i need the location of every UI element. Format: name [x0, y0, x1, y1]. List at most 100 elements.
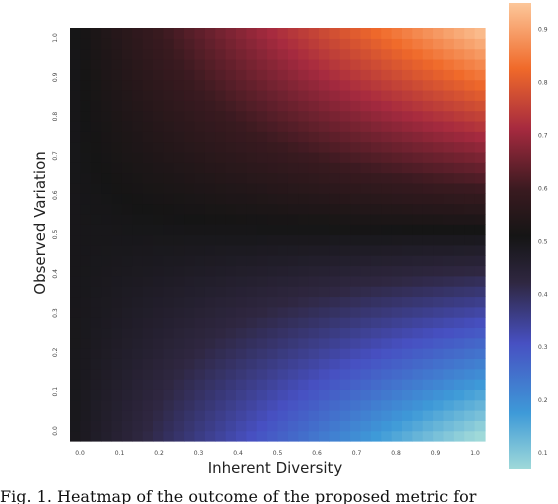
- heatmap-cell: [370, 182, 382, 194]
- heatmap-cell: [339, 368, 351, 380]
- heatmap-cell: [464, 317, 476, 329]
- heatmap-cell: [246, 79, 258, 91]
- heatmap-cell: [412, 244, 424, 256]
- heatmap-cell: [163, 120, 175, 132]
- heatmap-cell: [121, 69, 133, 81]
- heatmap-cell: [360, 368, 372, 380]
- heatmap-cell: [256, 141, 268, 153]
- heatmap-cell: [267, 348, 279, 359]
- heatmap-cell: [70, 234, 81, 246]
- heatmap-cell: [225, 255, 237, 267]
- heatmap-cell: [101, 172, 113, 184]
- heatmap-cell: [277, 182, 289, 194]
- heatmap-cell: [173, 389, 185, 401]
- heatmap-cell: [267, 162, 279, 174]
- heatmap-cell: [433, 79, 445, 91]
- heatmap-cell: [111, 182, 123, 194]
- heatmap-cell: [474, 234, 486, 246]
- heatmap-cell: [319, 275, 330, 287]
- heatmap-cell: [101, 410, 113, 421]
- heatmap-cell: [277, 89, 289, 101]
- heatmap-cell: [287, 410, 299, 421]
- heatmap-cell: [215, 317, 227, 329]
- heatmap-cell: [464, 120, 476, 132]
- heatmap-cell: [402, 203, 413, 215]
- heatmap-cell: [298, 38, 310, 50]
- heatmap-cell: [101, 368, 113, 380]
- heatmap-cell: [204, 213, 216, 225]
- heatmap-cell: [194, 275, 206, 287]
- heatmap-cell: [236, 275, 247, 287]
- heatmap-cell: [329, 389, 341, 401]
- heatmap-cell: [350, 306, 362, 318]
- heatmap-cell: [391, 224, 403, 236]
- heatmap-cell: [360, 224, 372, 236]
- heatmap-cell: [215, 348, 227, 359]
- heatmap-cell: [370, 244, 382, 256]
- heatmap-cell: [381, 410, 393, 421]
- x-tick-label: 0.8: [391, 450, 401, 457]
- heatmap-cell: [319, 389, 330, 401]
- heatmap-cell: [236, 213, 247, 225]
- heatmap-cell: [184, 141, 196, 153]
- heatmap-cell: [319, 89, 330, 101]
- heatmap-cell: [474, 131, 486, 143]
- heatmap-cell: [443, 389, 455, 401]
- heatmap-cell: [225, 213, 237, 225]
- heatmap-cell: [350, 327, 362, 339]
- heatmap-cell: [350, 244, 362, 256]
- heatmap-cell: [256, 317, 268, 329]
- heatmap-cell: [329, 79, 341, 91]
- heatmap-cell: [329, 213, 341, 225]
- heatmap-cell: [236, 28, 247, 39]
- heatmap-cell: [194, 337, 206, 349]
- heatmap-cell: [319, 48, 330, 60]
- heatmap-cell: [433, 172, 445, 184]
- heatmap-cell: [298, 399, 310, 411]
- heatmap-cell: [381, 430, 393, 442]
- heatmap-cell: [80, 110, 92, 122]
- heatmap-cell: [111, 327, 123, 339]
- heatmap-cell: [319, 172, 330, 184]
- heatmap-cell: [256, 203, 268, 215]
- heatmap-cell: [422, 141, 434, 153]
- heatmap-cell: [80, 38, 92, 50]
- heatmap-cell: [173, 213, 185, 225]
- heatmap-cell: [194, 89, 206, 101]
- heatmap-cell: [287, 151, 299, 163]
- heatmap-cell: [391, 368, 403, 380]
- heatmap-cell: [153, 389, 164, 401]
- heatmap-cell: [277, 399, 289, 411]
- heatmap-cell: [402, 368, 413, 380]
- heatmap-cell: [474, 69, 486, 81]
- heatmap-cell: [142, 203, 154, 215]
- heatmap-cell: [329, 430, 341, 442]
- heatmap-cell: [70, 255, 81, 267]
- heatmap-cell: [287, 244, 299, 256]
- heatmap-cell: [350, 410, 362, 421]
- heatmap-cell: [111, 141, 123, 153]
- heatmap-cell: [433, 131, 445, 143]
- heatmap-cell: [246, 306, 258, 318]
- heatmap-cell: [464, 337, 476, 349]
- heatmap-cell: [267, 48, 279, 60]
- heatmap-cell: [90, 379, 102, 390]
- x-tick-labels: 0.0 0.1 0.2 0.3 0.4 0.5 0.6 0.7 0.8 0.9 1.0: [75, 450, 480, 457]
- heatmap-cell: [422, 255, 434, 267]
- colorbar-tick-label: 0.8: [538, 79, 548, 86]
- heatmap-cell: [433, 151, 445, 163]
- heatmap-cell: [80, 224, 92, 236]
- x-axis-label: Inherent Diversity: [208, 459, 343, 477]
- heatmap-cell: [422, 379, 434, 390]
- heatmap-cell: [298, 69, 310, 81]
- heatmap-cell: [80, 265, 92, 277]
- heatmap-cell: [163, 358, 175, 370]
- heatmap-cell: [277, 162, 289, 174]
- heatmap-cell: [339, 89, 351, 101]
- heatmap-cell: [101, 213, 113, 225]
- heatmap-cell: [153, 48, 164, 60]
- heatmap-cell: [80, 162, 92, 174]
- heatmap-cell: [173, 410, 185, 421]
- heatmap-cell: [350, 141, 362, 153]
- heatmap-cell: [246, 69, 258, 81]
